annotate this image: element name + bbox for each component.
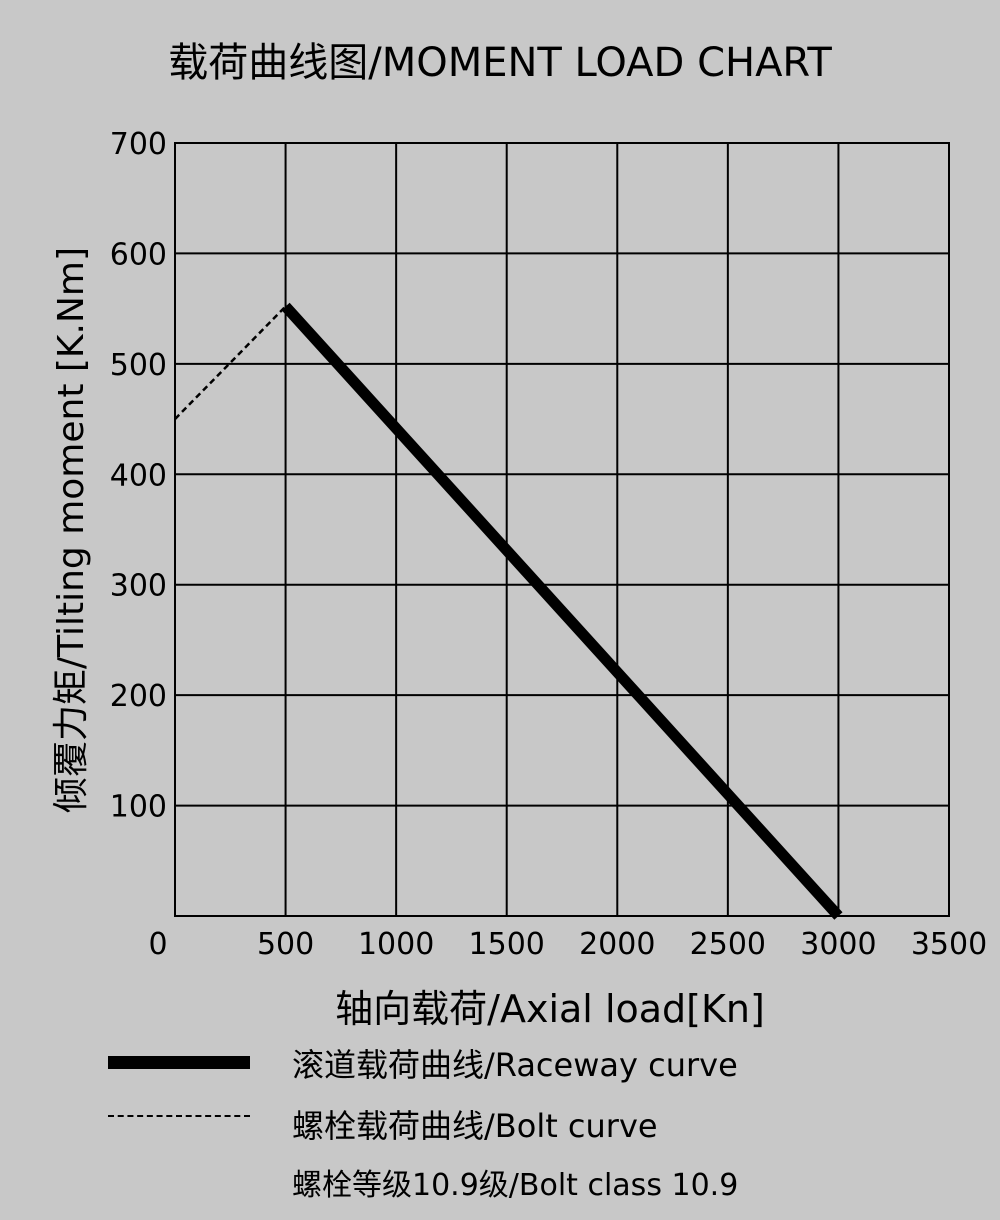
series-bolt-curve: [174, 305, 287, 420]
y-tick-label: 400: [110, 458, 167, 493]
x-tick-label: 3500: [911, 927, 987, 962]
y-tick-label: 300: [110, 569, 167, 604]
chart-title: 载荷曲线图/MOMENT LOAD CHART: [168, 40, 832, 86]
legend-swatch-bolt: [108, 1115, 250, 1117]
x-tick-label: 1000: [358, 927, 434, 962]
x-tick-label: 500: [257, 927, 314, 962]
legend-label-raceway: 滚道载荷曲线/Raceway curve: [292, 1046, 738, 1084]
x-axis-label: 轴向载荷/Axial load[Kn]: [335, 987, 765, 1031]
x-tick-label: 2500: [690, 927, 766, 962]
bolt-class-note: 螺栓等级10.9级/Bolt class 10.9: [292, 1168, 739, 1203]
legend-swatch-raceway: [108, 1056, 250, 1069]
x-tick-label: 1500: [469, 927, 545, 962]
x-tick-label: 3000: [800, 927, 876, 962]
legend-item-raceway: 滚道载荷曲线/Raceway curve: [0, 1034, 1000, 1090]
x-tick-label: 2000: [579, 927, 655, 962]
legend-label-bolt: 螺栓载荷曲线/Bolt curve: [292, 1107, 658, 1145]
y-tick-label: 500: [110, 348, 167, 383]
y-tick-label: 100: [110, 790, 167, 825]
x-tick-label: 0: [148, 927, 167, 962]
y-tick-label: 600: [110, 237, 167, 272]
plot-border: [174, 142, 950, 917]
series-raceway-curve: [281, 302, 843, 920]
y-tick-label: 700: [110, 127, 167, 162]
y-tick-label: 200: [110, 679, 167, 714]
legend-item-bolt: 螺栓载荷曲线/Bolt curve: [0, 1095, 1000, 1151]
